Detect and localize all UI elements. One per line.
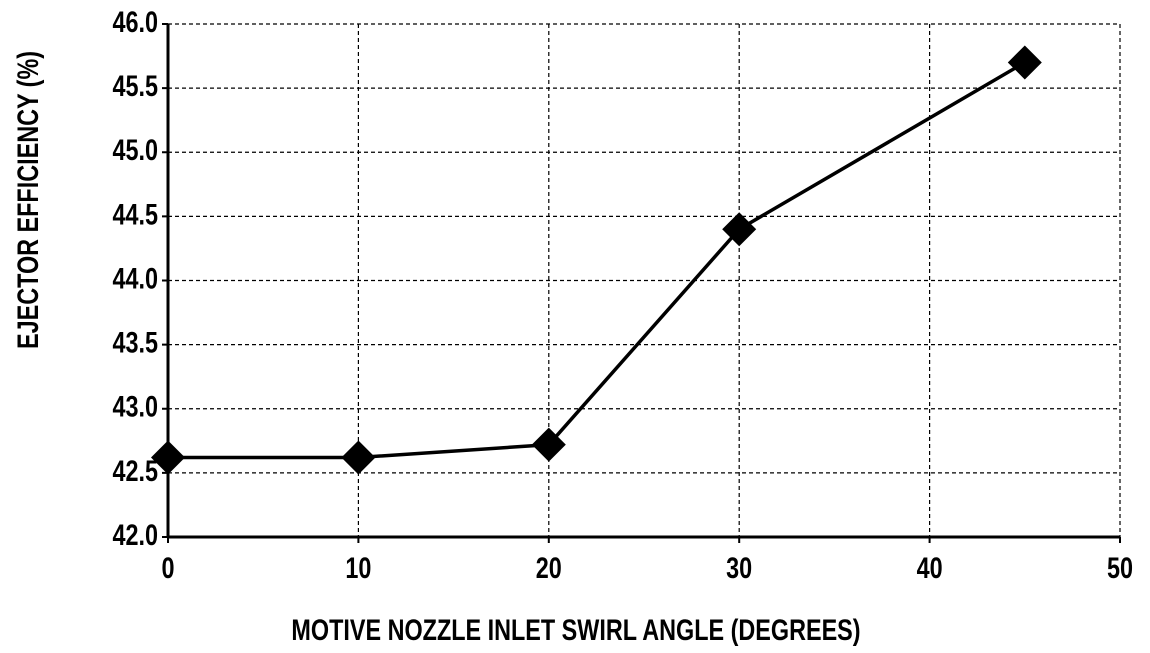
y-tick-label: 43.5 xyxy=(112,326,158,359)
y-tick-label: 46.0 xyxy=(112,5,158,38)
marker xyxy=(151,440,185,475)
x-tick-label: 50 xyxy=(1107,551,1133,584)
x-tick-label: 20 xyxy=(536,551,562,584)
y-tick-label: 45.0 xyxy=(112,133,158,166)
x-tick-label: 40 xyxy=(917,551,943,584)
y-tick-label: 45.5 xyxy=(112,69,158,102)
marker xyxy=(341,440,376,475)
y-tick-label: 42.0 xyxy=(112,518,158,551)
x-tick-label: 30 xyxy=(726,551,752,584)
x-tick-label: 10 xyxy=(345,551,371,584)
marker xyxy=(722,212,757,247)
y-tick-label: 42.5 xyxy=(112,454,158,487)
y-axis-label: EJECTOR EFFICIENCY (%) xyxy=(11,51,44,349)
x-tick-label: 0 xyxy=(161,551,174,584)
data-line xyxy=(168,60,1026,460)
y-tick-label: 44.5 xyxy=(112,198,158,231)
y-tick-label: 43.0 xyxy=(112,390,158,423)
marker xyxy=(531,427,566,462)
x-axis-label: MOTIVE NOZZLE INLET SWIRL ANGLE (DEGREES… xyxy=(291,613,860,646)
y-tick-label: 44.0 xyxy=(112,262,158,295)
marker xyxy=(1007,45,1042,80)
